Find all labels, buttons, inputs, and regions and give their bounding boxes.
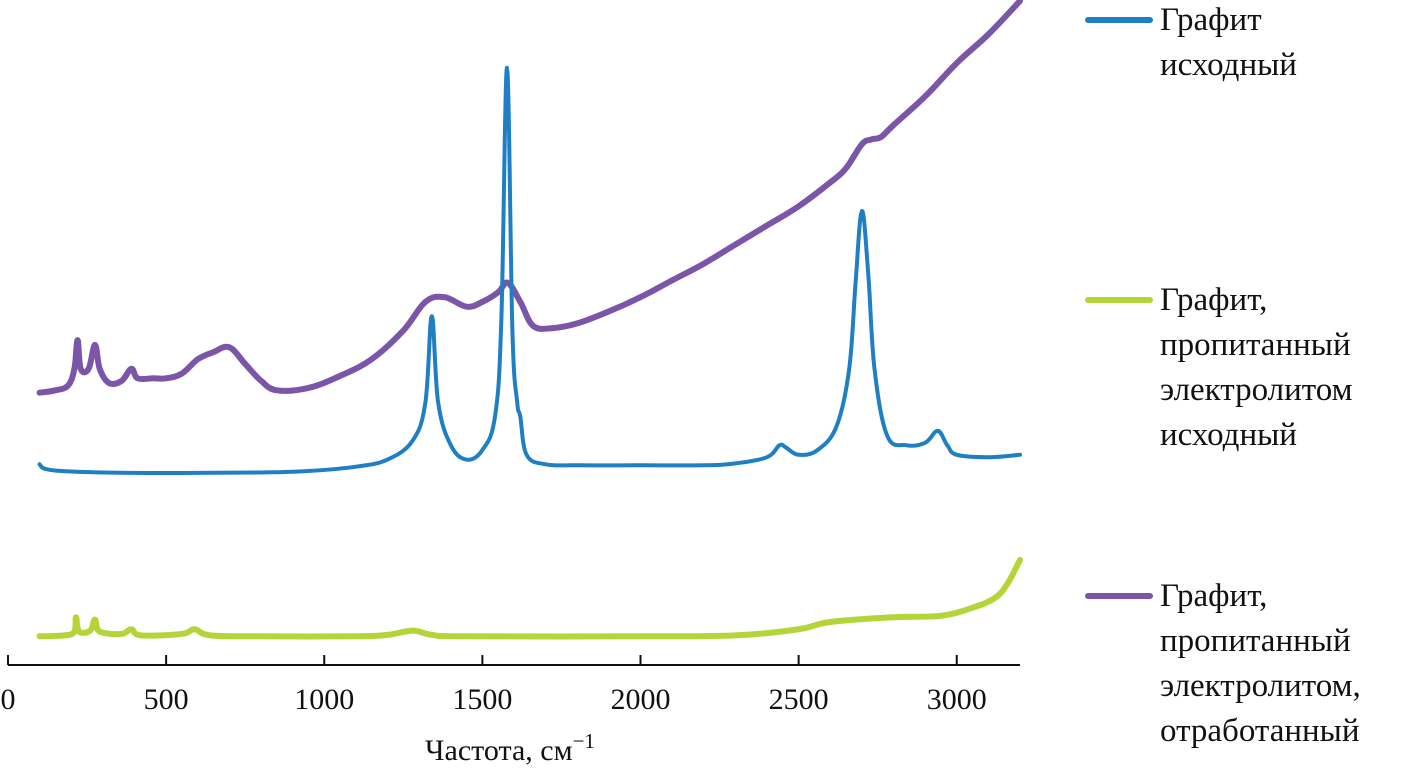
- series-line-2: [36, 556, 1023, 640]
- legend-label-1: Графит: [1160, 2, 1262, 38]
- x-axis-title: Частота, см−1: [425, 729, 595, 767]
- x-tick-label: 500: [144, 683, 189, 716]
- x-axis: 0 500 1000 1500 2000 2500 3000: [1, 655, 1020, 716]
- legend-label-2: электролитом: [1160, 372, 1353, 408]
- legend: Графит исходный Графит, пропитанный электрол…: [1085, 2, 1361, 749]
- legend-label-3: отработанный: [1160, 713, 1360, 749]
- legend-label-2: пропитанный: [1160, 327, 1351, 363]
- x-tick-label: 0: [1, 683, 16, 716]
- legend-label-3: пропитанный: [1160, 623, 1351, 659]
- legend-label-3: Графит,: [1160, 578, 1267, 614]
- x-tick-label: 2500: [769, 683, 829, 716]
- legend-label-2: Графит,: [1160, 282, 1267, 318]
- x-tick-label: 1000: [294, 683, 354, 716]
- x-tick-label: 2000: [611, 683, 671, 716]
- legend-label-2: исходный: [1160, 417, 1297, 453]
- series-line-3: [36, 0, 1023, 396]
- series-line-1: [37, 65, 1022, 476]
- legend-label-1: исходный: [1160, 47, 1297, 83]
- legend-label-3: электролитом,: [1160, 668, 1361, 704]
- x-axis-title-unit-exponent: −1: [573, 729, 595, 753]
- x-tick-label: 3000: [927, 683, 987, 716]
- series-curves: [36, 0, 1023, 640]
- x-tick-label: 1500: [452, 683, 512, 716]
